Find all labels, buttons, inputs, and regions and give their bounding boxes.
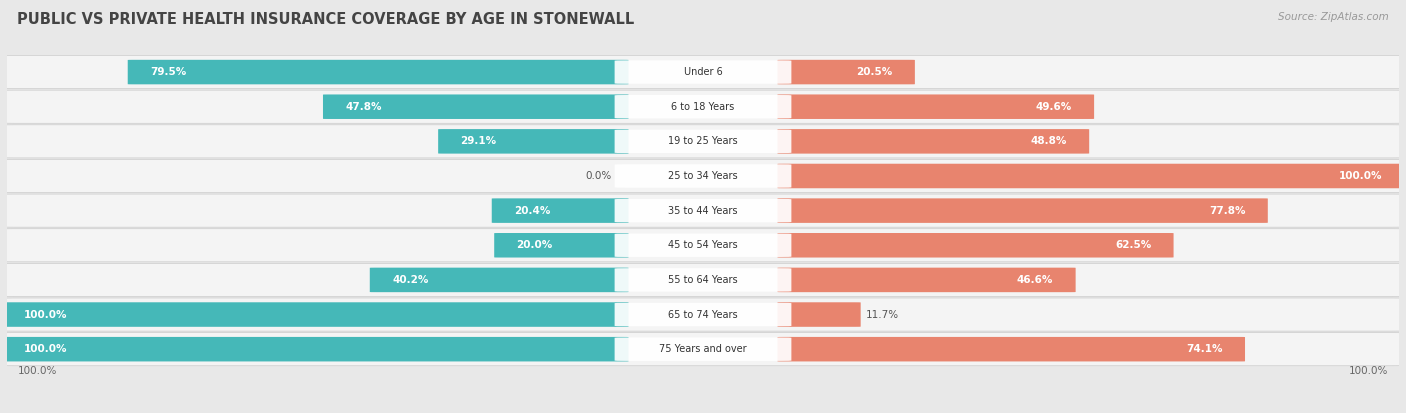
FancyBboxPatch shape — [614, 199, 792, 222]
FancyBboxPatch shape — [778, 302, 860, 327]
FancyBboxPatch shape — [778, 95, 1094, 119]
FancyBboxPatch shape — [778, 268, 1076, 292]
Text: 65 to 74 Years: 65 to 74 Years — [668, 310, 738, 320]
Text: 62.5%: 62.5% — [1115, 240, 1152, 250]
FancyBboxPatch shape — [3, 229, 1403, 262]
Text: 74.1%: 74.1% — [1187, 344, 1223, 354]
Text: 20.0%: 20.0% — [516, 240, 553, 250]
FancyBboxPatch shape — [128, 60, 628, 84]
FancyBboxPatch shape — [614, 268, 792, 292]
Text: 35 to 44 Years: 35 to 44 Years — [668, 206, 738, 216]
FancyBboxPatch shape — [439, 129, 628, 154]
FancyBboxPatch shape — [778, 164, 1405, 188]
FancyBboxPatch shape — [614, 130, 792, 153]
FancyBboxPatch shape — [495, 233, 628, 258]
FancyBboxPatch shape — [778, 60, 915, 84]
FancyBboxPatch shape — [492, 198, 628, 223]
Text: PUBLIC VS PRIVATE HEALTH INSURANCE COVERAGE BY AGE IN STONEWALL: PUBLIC VS PRIVATE HEALTH INSURANCE COVER… — [17, 12, 634, 27]
Text: 55 to 64 Years: 55 to 64 Years — [668, 275, 738, 285]
Text: 20.5%: 20.5% — [856, 67, 893, 77]
FancyBboxPatch shape — [614, 337, 792, 361]
FancyBboxPatch shape — [3, 263, 1403, 297]
Text: Under 6: Under 6 — [683, 67, 723, 77]
Text: Source: ZipAtlas.com: Source: ZipAtlas.com — [1278, 12, 1389, 22]
FancyBboxPatch shape — [1, 337, 628, 361]
Text: 100.0%: 100.0% — [24, 344, 67, 354]
FancyBboxPatch shape — [3, 55, 1403, 89]
FancyBboxPatch shape — [778, 129, 1090, 154]
Text: 45 to 54 Years: 45 to 54 Years — [668, 240, 738, 250]
Text: 6 to 18 Years: 6 to 18 Years — [672, 102, 734, 112]
Text: 79.5%: 79.5% — [150, 67, 186, 77]
Text: 100.0%: 100.0% — [1348, 366, 1388, 376]
FancyBboxPatch shape — [614, 234, 792, 257]
FancyBboxPatch shape — [1, 302, 628, 327]
FancyBboxPatch shape — [3, 159, 1403, 192]
Text: 77.8%: 77.8% — [1209, 206, 1246, 216]
FancyBboxPatch shape — [3, 332, 1403, 366]
FancyBboxPatch shape — [3, 125, 1403, 158]
Text: 20.4%: 20.4% — [515, 206, 550, 216]
Text: 25 to 34 Years: 25 to 34 Years — [668, 171, 738, 181]
Text: 46.6%: 46.6% — [1017, 275, 1053, 285]
FancyBboxPatch shape — [614, 60, 792, 84]
FancyBboxPatch shape — [3, 298, 1403, 331]
Text: 11.7%: 11.7% — [866, 310, 900, 320]
FancyBboxPatch shape — [323, 95, 628, 119]
FancyBboxPatch shape — [778, 233, 1174, 258]
Text: 100.0%: 100.0% — [1339, 171, 1382, 181]
Text: 29.1%: 29.1% — [460, 136, 496, 146]
Text: 40.2%: 40.2% — [392, 275, 429, 285]
FancyBboxPatch shape — [370, 268, 628, 292]
Text: 100.0%: 100.0% — [18, 366, 58, 376]
FancyBboxPatch shape — [778, 198, 1268, 223]
Text: 49.6%: 49.6% — [1036, 102, 1071, 112]
Text: 47.8%: 47.8% — [346, 102, 382, 112]
FancyBboxPatch shape — [3, 90, 1403, 123]
FancyBboxPatch shape — [614, 95, 792, 119]
FancyBboxPatch shape — [614, 303, 792, 326]
Text: 19 to 25 Years: 19 to 25 Years — [668, 136, 738, 146]
FancyBboxPatch shape — [778, 337, 1244, 361]
FancyBboxPatch shape — [3, 194, 1403, 227]
Text: 100.0%: 100.0% — [24, 310, 67, 320]
Text: 48.8%: 48.8% — [1031, 136, 1067, 146]
Text: 75 Years and over: 75 Years and over — [659, 344, 747, 354]
Text: 0.0%: 0.0% — [585, 171, 612, 181]
FancyBboxPatch shape — [614, 164, 792, 188]
